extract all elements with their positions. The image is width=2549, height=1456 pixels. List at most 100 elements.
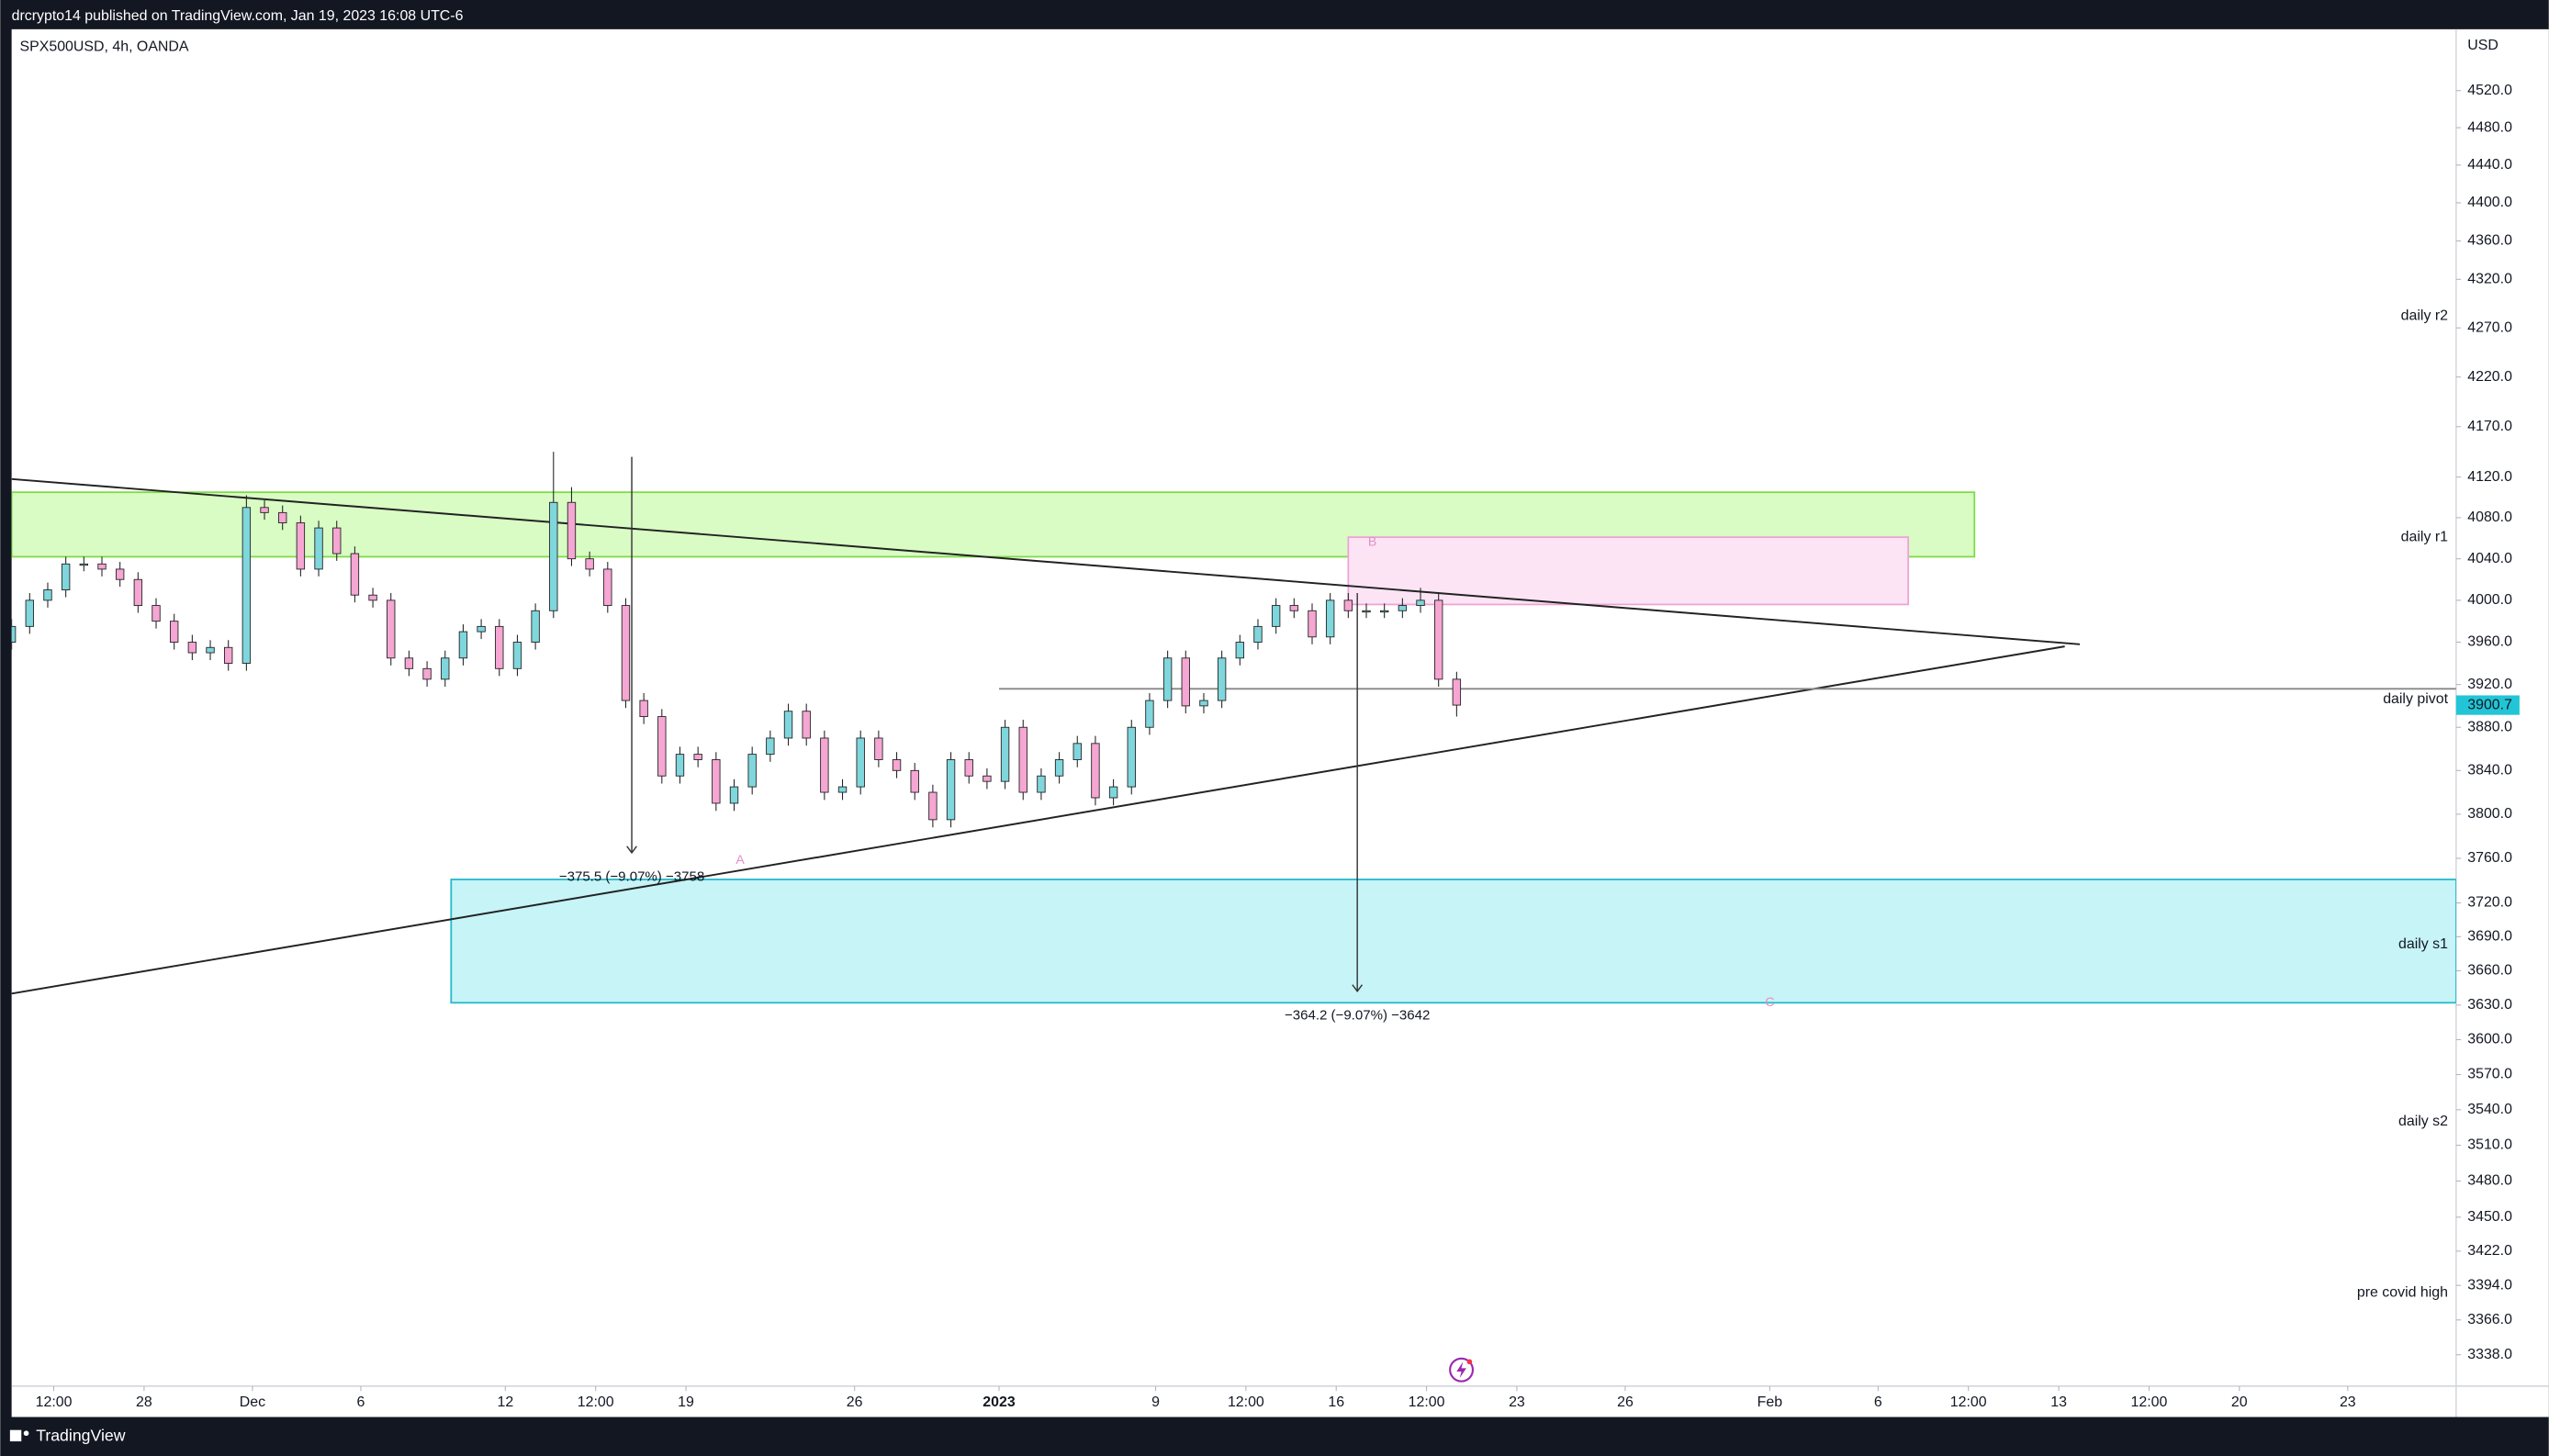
candle-body	[874, 737, 883, 760]
y-tick-label: 3800.0	[2467, 806, 2512, 822]
candle-body	[1398, 605, 1408, 611]
candle-body	[1054, 759, 1064, 777]
candle-body	[241, 507, 252, 664]
x-tick-label: 23	[1509, 1394, 1525, 1410]
last-price-label: 3900.7	[2467, 697, 2512, 712]
candle-body	[260, 507, 269, 513]
y-tick-label: 3600.0	[2467, 1032, 2512, 1047]
y-tick-label: 4320.0	[2467, 271, 2512, 286]
y-tick-label: 4120.0	[2467, 469, 2512, 485]
candle-body	[1289, 605, 1299, 611]
candle-body	[766, 737, 775, 756]
plot: −375.5 (−9.07%) −3758 −364.2 (−9.07%) −36…	[11, 452, 2456, 1023]
candle-body	[820, 737, 829, 793]
x-tick-label: 2023	[983, 1394, 1016, 1410]
candle-body	[1379, 610, 1389, 613]
brand-logo	[9, 1429, 29, 1442]
x-tick-label: 12:00	[1228, 1394, 1264, 1410]
x-tick-label: 16	[1328, 1394, 1344, 1410]
candle-body	[1235, 642, 1244, 659]
measure-label: −375.5 (−9.07%) −3758	[559, 868, 704, 884]
y-tick-label: 4360.0	[2467, 233, 2512, 249]
candle-body	[1162, 657, 1173, 701]
candle-body	[837, 786, 848, 793]
trend-line	[11, 645, 2065, 995]
candle-body	[639, 700, 648, 717]
level-label: daily pivot	[2383, 691, 2448, 707]
y-tick-label: 3394.0	[2467, 1277, 2512, 1293]
trend-line	[11, 477, 2081, 645]
candle-body	[747, 754, 757, 788]
y-tick-label: 4040.0	[2467, 551, 2512, 566]
x-tick-label: 6	[357, 1394, 365, 1410]
candle-body	[621, 605, 631, 701]
x-tick-label: 12:00	[1950, 1394, 1987, 1410]
y-tick-label: 4440.0	[2467, 157, 2512, 173]
currency: USD	[2467, 38, 2498, 53]
y-tick-label: 4520.0	[2467, 83, 2512, 98]
measure-arrow	[626, 846, 637, 855]
candle-body	[1072, 743, 1082, 760]
x-tick-label: 12:00	[36, 1394, 73, 1410]
candle-body	[910, 769, 919, 793]
candle-body	[1091, 743, 1100, 799]
candle-body	[79, 563, 89, 566]
candle-body	[495, 625, 504, 669]
candle-body	[567, 501, 577, 560]
candle-body	[332, 527, 342, 554]
y-tick-label: 3660.0	[2467, 963, 2512, 979]
candle-body	[802, 711, 811, 739]
candle-body	[1343, 599, 1353, 611]
y-tick-label: 4270.0	[2467, 319, 2512, 335]
y-tick-label: 4170.0	[2467, 419, 2512, 434]
level-label: daily s1	[2398, 936, 2448, 952]
candle-body	[1452, 678, 1462, 706]
candle-body	[1434, 599, 1443, 680]
x-tick-label: 12	[497, 1394, 513, 1410]
level-label: pre covid high	[2357, 1284, 2448, 1300]
candle-body	[61, 563, 71, 590]
publisher-text: drcrypto14 published on TradingView.com,…	[12, 8, 464, 24]
candle-body	[712, 759, 721, 804]
x-tick-label: 26	[847, 1394, 863, 1410]
y-tick-label: 3720.0	[2467, 895, 2512, 911]
candle-body	[729, 786, 739, 804]
candle-body	[441, 657, 450, 680]
candle-body	[477, 625, 486, 633]
candle-body	[206, 646, 215, 654]
candle-body	[531, 610, 540, 643]
y-tick-label: 3570.0	[2467, 1067, 2512, 1082]
y-tick-label: 4000.0	[2467, 592, 2512, 608]
last-price-box	[2455, 695, 2520, 715]
y-tick-label: 3920.0	[2467, 677, 2512, 692]
candle-body	[946, 759, 956, 821]
wave-letter: B	[1368, 534, 1376, 549]
candle-body	[549, 501, 558, 611]
y-tick-label: 3630.0	[2467, 997, 2512, 1013]
candle-body	[1362, 610, 1371, 613]
candle-body	[1000, 726, 1010, 782]
y-tick-label: 3540.0	[2467, 1102, 2512, 1117]
candle-body	[983, 775, 992, 782]
candle-body	[1217, 657, 1227, 701]
candle-body	[11, 625, 17, 643]
zone	[450, 879, 2456, 1004]
x-tick-label: 26	[1617, 1394, 1634, 1410]
y-tick-label: 3422.0	[2467, 1243, 2512, 1259]
candle-body	[1127, 726, 1136, 788]
candle-body	[368, 594, 377, 601]
wave-letter: C	[1765, 995, 1774, 1010]
candle-body	[603, 568, 612, 607]
candle-body	[1181, 657, 1190, 707]
replay-icon	[1449, 1357, 1475, 1383]
candle-body	[1271, 605, 1281, 627]
candle-body	[657, 716, 667, 777]
candle-body	[25, 599, 35, 627]
candle-body	[458, 631, 468, 659]
candle-body	[1018, 726, 1027, 793]
candle-body	[1145, 700, 1154, 728]
candle-body	[928, 791, 938, 821]
y-tick-label: 4080.0	[2467, 510, 2512, 525]
